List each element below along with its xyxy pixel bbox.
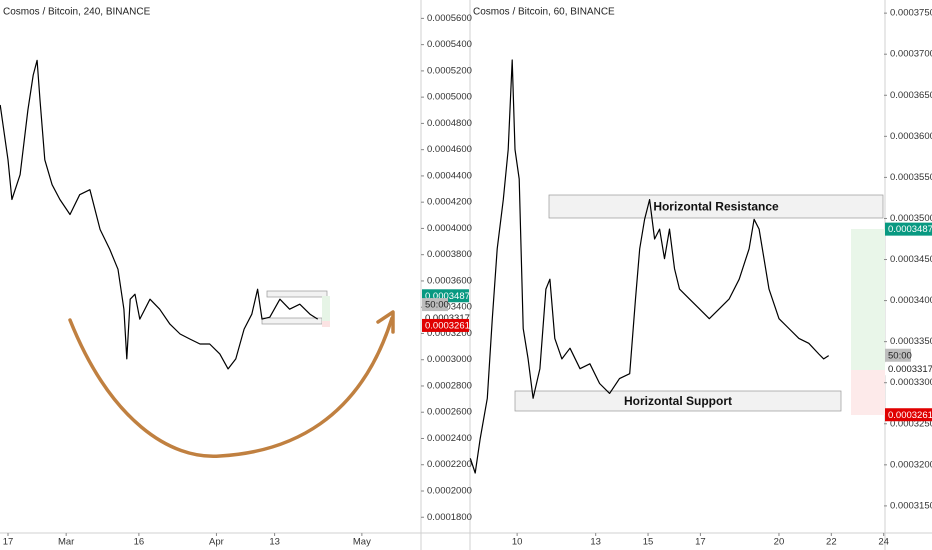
y-tick-label: 0.0003700	[890, 49, 932, 60]
y-tick-label: 0.0003200	[890, 459, 932, 470]
x-tick-label: 10	[512, 537, 523, 548]
x-tick-label: 16	[134, 537, 145, 548]
y-tick-label: 0.0004800	[427, 118, 472, 129]
x-tick-label: 20	[774, 537, 785, 548]
annotation: Horizontal Resistance	[653, 200, 779, 214]
y-tick-label: 0.0002000	[427, 486, 472, 497]
y-tick-label: 0.0003600	[890, 131, 932, 142]
countdown-box	[422, 298, 448, 312]
annotation: Horizontal Support	[624, 394, 732, 408]
y-tick-label: 0.0003600	[427, 275, 472, 286]
y-tick-label: 0.0003000	[427, 354, 472, 365]
price-tag	[885, 362, 932, 376]
y-tick-label: 0.0004600	[427, 144, 472, 155]
resistance-box	[266, 290, 328, 298]
x-tick-label: Apr	[209, 537, 224, 548]
countdown-box	[885, 348, 911, 362]
x-tick-label: 22	[826, 537, 837, 548]
y-tick-label: 0.0003400	[427, 302, 472, 313]
y-tick-label: 0.0003800	[427, 249, 472, 260]
y-tick-label: 0.0003650	[890, 90, 932, 101]
x-tick-label: 17	[695, 537, 706, 548]
y-tick-label: 0.0004200	[427, 197, 472, 208]
price-tag-label: 0.0003261	[425, 320, 470, 331]
price-tag	[885, 222, 932, 236]
y-tick-label: 0.0003750	[890, 8, 932, 19]
price-tag-label: 0.0003487	[888, 224, 932, 235]
price-tag	[422, 318, 469, 332]
support-box	[261, 317, 323, 325]
x-tick-label: 15	[643, 537, 654, 548]
y-tick-label: 0.0003500	[890, 213, 932, 224]
x-tick-label: 24	[878, 537, 889, 548]
y-tick-label: 0.0002400	[427, 433, 472, 444]
price-tag-label: 0.0003317	[425, 313, 470, 324]
y-tick-label: 0.0003200	[427, 328, 472, 339]
y-tick-label: 0.0002200	[427, 459, 472, 470]
position-profit	[851, 229, 885, 370]
y-tick-label: 0.0003550	[890, 172, 932, 183]
price-tag	[885, 408, 932, 422]
x-tick-label: 13	[590, 537, 601, 548]
arc-arrowhead	[376, 310, 395, 334]
y-tick-label: 0.0001800	[427, 512, 472, 523]
chart-title: Cosmos / Bitcoin, 60, BINANCE	[473, 7, 615, 18]
annotation-box	[514, 390, 842, 412]
y-tick-label: 0.0003450	[890, 254, 932, 265]
countdown: 50:00	[425, 300, 449, 311]
annotation-box	[548, 194, 884, 219]
y-tick-label: 0.0003250	[890, 418, 932, 429]
price-tag-label: 0.0003487	[425, 291, 470, 302]
price-tag-label: 0.0003261	[888, 410, 932, 421]
chart-title: Cosmos / Bitcoin, 240, BINANCE	[3, 7, 151, 18]
y-tick-label: 0.0002800	[427, 380, 472, 391]
y-tick-label: 0.0005200	[427, 65, 472, 76]
price-line	[469, 59, 830, 474]
countdown: 50:00	[888, 350, 912, 361]
y-tick-label: 0.0003350	[890, 336, 932, 347]
price-line	[0, 59, 319, 370]
y-tick-label: 0.0005600	[427, 13, 472, 24]
y-tick-label: 0.0005400	[427, 39, 472, 50]
y-tick-label: 0.0003400	[890, 295, 932, 306]
price-tag-label: 0.0003317	[888, 364, 932, 375]
y-tick-label: 0.0004400	[427, 170, 472, 181]
x-tick-label: 17	[3, 537, 14, 548]
y-tick-label: 0.0003300	[890, 377, 932, 388]
y-tick-label: 0.0003150	[890, 500, 932, 511]
x-tick-label: 13	[269, 537, 280, 548]
position-loss	[851, 370, 885, 415]
cup-arc	[68, 316, 394, 458]
y-tick-label: 0.0005000	[427, 92, 472, 103]
position-profit	[322, 296, 330, 321]
y-tick-label: 0.0004000	[427, 223, 472, 234]
x-tick-label: May	[353, 537, 371, 548]
position-loss	[322, 321, 330, 327]
y-tick-label: 0.0002600	[427, 407, 472, 418]
x-tick-label: Mar	[58, 537, 74, 548]
